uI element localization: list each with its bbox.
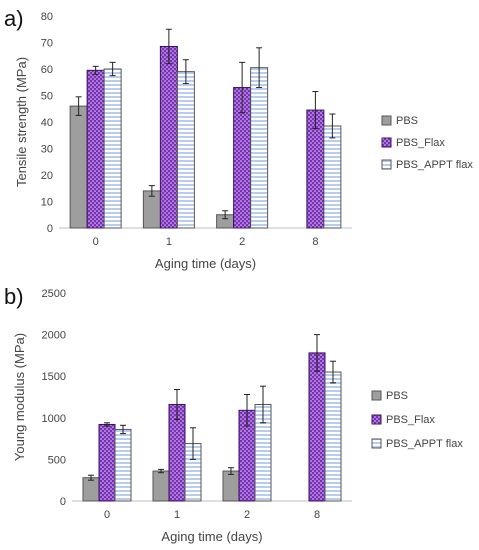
x-tick-label: 2 bbox=[239, 236, 245, 248]
x-tick-label: 8 bbox=[312, 236, 318, 248]
x-tick-label: 0 bbox=[104, 509, 110, 521]
y-tick-label: 30 bbox=[41, 144, 53, 156]
y-tick-label: 20 bbox=[41, 170, 53, 182]
error-bar-pbs-flax-8 bbox=[312, 91, 319, 130]
y-tick-label: 10 bbox=[41, 197, 53, 209]
x-axis-title: Aging time (days) bbox=[155, 256, 256, 271]
legend-swatch-pbs-appt-flax bbox=[371, 438, 382, 449]
error-bar-pbs-flax-2 bbox=[239, 61, 246, 114]
young-modulus-chart: 0 500 1000 1500 2000 2500 0 1 2 8 Aging time (days… bbox=[12, 288, 463, 544]
x-axis-title: Aging time (days) bbox=[161, 529, 262, 544]
bar-pbs-flax-0 bbox=[86, 69, 105, 229]
error-bar-pbs-appt-flax-1 bbox=[190, 427, 196, 460]
error-bar-pbs-1 bbox=[148, 185, 155, 197]
tensile-strength-chart: 0 10 20 30 40 50 60 70 80 0 1 2 8 Aging time (days) Te… bbox=[14, 11, 473, 271]
error-bar-pbs-appt-flax-8 bbox=[330, 360, 336, 384]
error-bar-pbs-0 bbox=[75, 96, 82, 116]
legend-swatch-pbs-flax bbox=[381, 137, 392, 148]
bar-pbs-appt-flax-0 bbox=[114, 428, 132, 502]
y-tick-label: 0 bbox=[60, 496, 66, 508]
bar-pbs-appt-flax-8 bbox=[324, 371, 342, 502]
y-tick-label: 50 bbox=[41, 91, 53, 103]
error-bar-pbs-appt-flax-2 bbox=[256, 47, 263, 89]
y-tick-label: 80 bbox=[41, 11, 53, 23]
x-tick-label: 1 bbox=[166, 236, 172, 248]
y-axis-title: Tensile strength (MPa) bbox=[14, 57, 29, 187]
error-bar-pbs-flax-2 bbox=[244, 394, 250, 427]
y-tick-label: 1000 bbox=[42, 413, 66, 425]
bar-pbs-0 bbox=[69, 105, 88, 229]
error-bar-pbs-appt-flax-0 bbox=[120, 424, 126, 435]
bar-pbs-flax-8 bbox=[308, 352, 326, 502]
error-bar-pbs-2 bbox=[222, 210, 229, 220]
bar-pbs-0 bbox=[82, 477, 100, 502]
error-bar-pbs-appt-flax-2 bbox=[260, 385, 266, 424]
y-tick-label: 500 bbox=[48, 454, 66, 466]
bar-pbs-appt-flax-2 bbox=[250, 67, 269, 229]
legend-swatch-pbs bbox=[381, 115, 392, 126]
error-bar-pbs-appt-flax-0 bbox=[109, 61, 116, 77]
x-tick-label: 0 bbox=[93, 236, 99, 248]
y-tick-label: 40 bbox=[41, 117, 53, 129]
legend-label-pbs-appt-flax: PBS_APPT flax bbox=[386, 438, 463, 450]
tensile-strength-panel: a) 0 10 20 30 40 50 60 70 80 0 1 2 8 Aging time (days… bbox=[4, 6, 473, 271]
x-tick-label: 8 bbox=[314, 509, 320, 521]
error-bar-pbs-flax-8 bbox=[314, 334, 320, 372]
x-tick-label: 1 bbox=[174, 509, 180, 521]
y-tick-label: 2500 bbox=[42, 288, 66, 300]
legend-swatch-pbs-flax bbox=[371, 414, 382, 425]
young-modulus-panel: b) 0 500 1000 1500 2000 2500 0 1 2 8 Aging time (d… bbox=[0, 282, 479, 550]
y-tick-label: 60 bbox=[41, 64, 53, 76]
legend-label-pbs-flax: PBS_Flax bbox=[396, 137, 445, 149]
x-tick-label: 2 bbox=[244, 509, 250, 521]
legend-label-pbs: PBS bbox=[386, 390, 408, 402]
bar-pbs-1 bbox=[152, 470, 170, 502]
error-bar-pbs-2 bbox=[228, 467, 234, 475]
y-tick-label: 1500 bbox=[42, 371, 66, 383]
y-tick-label: 2000 bbox=[42, 330, 66, 342]
error-bar-pbs-flax-1 bbox=[174, 389, 180, 420]
error-bar-pbs-appt-flax-8 bbox=[329, 113, 336, 139]
y-tick-label: 70 bbox=[41, 38, 53, 50]
bar-pbs-2 bbox=[222, 470, 240, 502]
error-bar-pbs-1 bbox=[158, 468, 164, 474]
y-axis-title: Young modulus (MPa) bbox=[12, 333, 27, 461]
legend-label-pbs: PBS bbox=[396, 115, 418, 127]
panel-label-b: b) bbox=[4, 284, 24, 309]
bar-pbs-appt-flax-1 bbox=[176, 71, 195, 229]
error-bar-pbs-0 bbox=[88, 474, 94, 481]
bar-pbs-appt-flax-0 bbox=[103, 68, 122, 229]
error-bar-pbs-flax-1 bbox=[165, 28, 172, 65]
legend-swatch-pbs bbox=[371, 390, 382, 401]
error-bar-pbs-flax-0 bbox=[104, 422, 110, 427]
bar-pbs-appt-flax-8 bbox=[323, 125, 342, 229]
error-bar-pbs-flax-0 bbox=[92, 65, 99, 75]
y-tick-label: 0 bbox=[47, 223, 53, 235]
bar-pbs-flax-0 bbox=[98, 423, 116, 502]
legend-swatch-pbs-appt-flax bbox=[381, 159, 392, 170]
bar-pbs-flax-1 bbox=[159, 45, 178, 229]
legend-label-pbs-appt-flax: PBS_APPT flax bbox=[396, 159, 473, 171]
error-bar-pbs-appt-flax-1 bbox=[182, 59, 189, 85]
legend-label-pbs-flax: PBS_Flax bbox=[386, 414, 435, 426]
panel-label-a: a) bbox=[4, 6, 24, 31]
